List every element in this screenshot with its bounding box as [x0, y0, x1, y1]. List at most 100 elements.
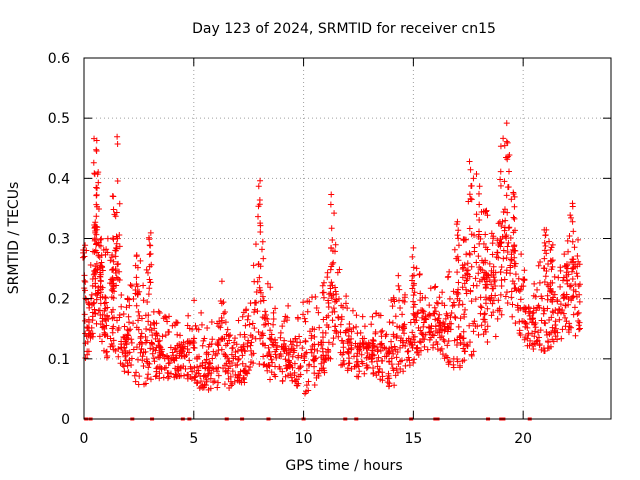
- data-point: [500, 135, 507, 142]
- data-point: [175, 367, 182, 374]
- data-point: [456, 332, 463, 339]
- data-point: [538, 346, 545, 353]
- data-point: [564, 261, 571, 268]
- data-point: [511, 215, 518, 222]
- data-point: [571, 304, 578, 311]
- data-point: [319, 282, 326, 289]
- data-point: [299, 345, 306, 352]
- data-point: [490, 263, 497, 270]
- data-point: [320, 316, 327, 323]
- data-point: [563, 276, 570, 283]
- data-point: [434, 346, 441, 353]
- data-point: [482, 231, 489, 238]
- data-point: [445, 338, 452, 345]
- data-point: [429, 344, 436, 351]
- data-point: [323, 352, 330, 359]
- data-point: [241, 379, 248, 386]
- data-point: [256, 201, 263, 208]
- data-point: [113, 274, 120, 281]
- data-point: [427, 312, 434, 319]
- data-point: [178, 341, 185, 348]
- data-point: [99, 324, 106, 331]
- data-point: [229, 344, 236, 351]
- data-point: [454, 232, 461, 239]
- data-point: [267, 353, 274, 360]
- data-point: [218, 346, 225, 353]
- data-point: [384, 375, 391, 382]
- data-point: [547, 247, 554, 254]
- data-point: [505, 168, 512, 175]
- data-point: [101, 329, 108, 336]
- data-point: [542, 232, 549, 239]
- data-point: [125, 313, 132, 320]
- data-point: [476, 231, 483, 238]
- data-point: [332, 241, 339, 248]
- data-point: [112, 213, 119, 220]
- data-point: [151, 320, 158, 327]
- x-tick-label: 15: [404, 431, 422, 447]
- data-point: [279, 377, 286, 384]
- data-point: [410, 264, 417, 271]
- data-point: [144, 269, 151, 276]
- data-point: [484, 305, 491, 312]
- data-point: [346, 355, 353, 362]
- data-point: [416, 271, 423, 278]
- data-point: [455, 286, 462, 293]
- data-point: [191, 344, 198, 351]
- data-point: [98, 252, 105, 259]
- data-point: [215, 379, 222, 386]
- data-point: [372, 329, 379, 336]
- data-point: [484, 323, 491, 330]
- data-point: [306, 298, 313, 305]
- data-point: [244, 340, 251, 347]
- data-point: [468, 298, 475, 305]
- data-point: [247, 363, 254, 370]
- data-point: [205, 351, 212, 358]
- data-point: [259, 293, 266, 300]
- data-point: [147, 279, 154, 286]
- data-point: [281, 337, 288, 344]
- data-point: [515, 275, 522, 282]
- data-point: [316, 324, 323, 331]
- data-point: [251, 306, 258, 313]
- data-point: [353, 353, 360, 360]
- data-point: [82, 242, 89, 249]
- data-point: [455, 227, 462, 234]
- data-point: [411, 339, 418, 346]
- data-point: [405, 335, 412, 342]
- data-point: [488, 281, 495, 288]
- data-point: [136, 373, 143, 380]
- data-point: [515, 286, 522, 293]
- data-point: [468, 263, 475, 270]
- data-point: [433, 299, 440, 306]
- data-point: [311, 326, 318, 333]
- data-point: [466, 225, 473, 232]
- data-point: [127, 326, 134, 333]
- data-point: [530, 315, 537, 322]
- data-point: [470, 282, 477, 289]
- data-point: [116, 243, 123, 250]
- data-point: [504, 156, 511, 163]
- data-point: [562, 302, 569, 309]
- data-point: [497, 291, 504, 298]
- data-point: [359, 313, 366, 320]
- data-point: [95, 287, 102, 294]
- data-point: [302, 318, 309, 325]
- data-point: [504, 299, 511, 306]
- data-point: [385, 370, 392, 377]
- data-point: [132, 290, 139, 297]
- data-point: [130, 346, 137, 353]
- data-point: [88, 324, 95, 331]
- data-point: [436, 294, 443, 301]
- data-point: [364, 364, 371, 371]
- data-point: [325, 324, 332, 331]
- data-point: [104, 312, 111, 319]
- data-point: [561, 251, 568, 258]
- data-point: [167, 344, 174, 351]
- data-point: [511, 285, 518, 292]
- data-point: [201, 372, 208, 379]
- data-point: [563, 273, 570, 280]
- data-point: [543, 250, 550, 257]
- data-point: [145, 318, 152, 325]
- data-point: [342, 300, 349, 307]
